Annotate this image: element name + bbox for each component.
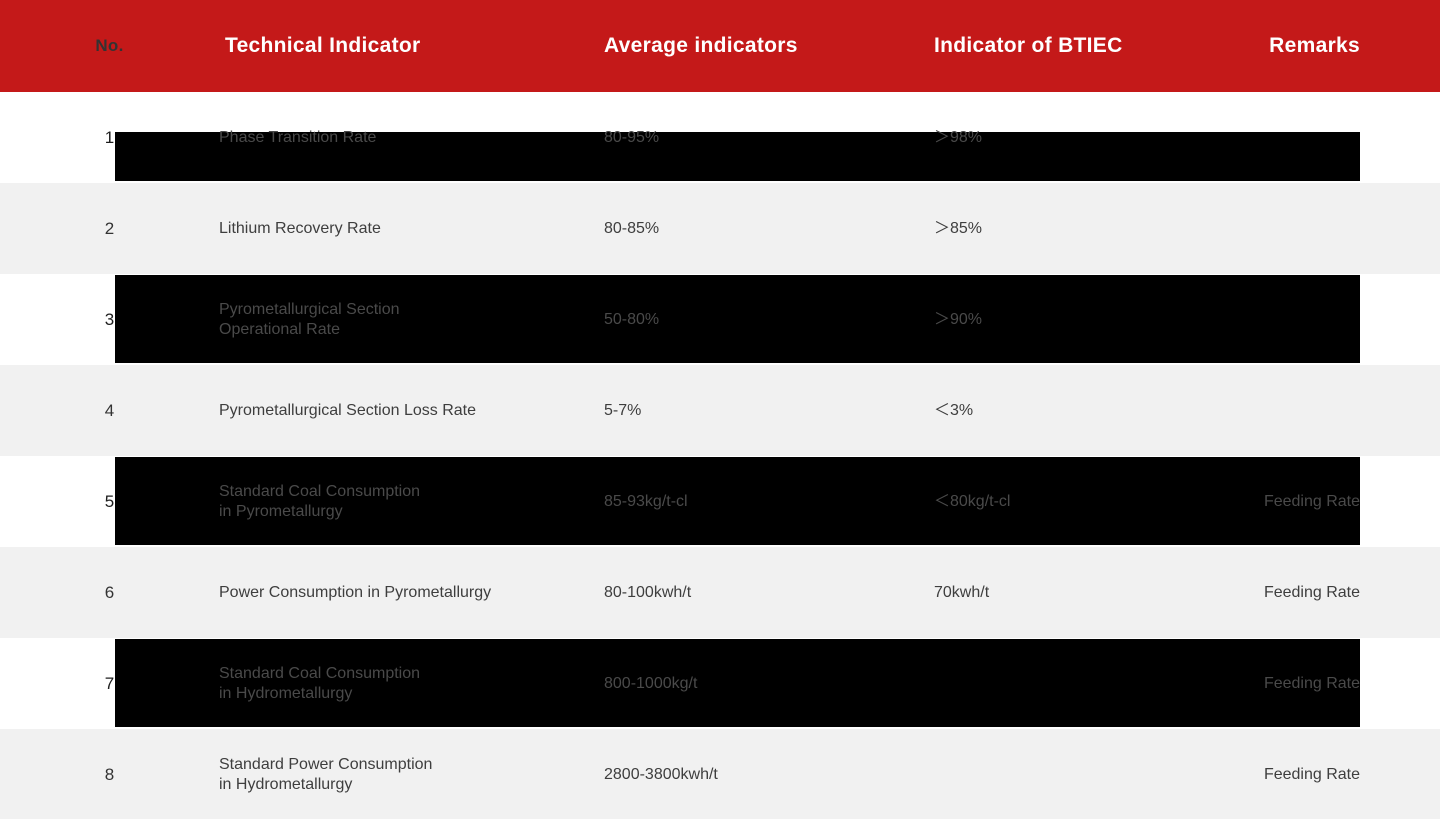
column-header-remarks: Remarks <box>1269 34 1360 57</box>
table-row: 3 Pyrometallurgical Section Operational … <box>0 274 1440 365</box>
row-number-cell: 4 <box>104 400 115 420</box>
technical-indicator-cell: Standard Coal Consumption in Hydrometall… <box>219 664 421 702</box>
technical-indicator-cell: Standard Power Consumption in Hydrometal… <box>219 755 433 793</box>
row-number-cell: 3 <box>104 309 115 329</box>
average-indicator-cell: 2800-3800kwh/t <box>604 765 718 783</box>
row-number-cell: 7 <box>104 673 115 693</box>
btiec-indicator-cell: ＞90% <box>934 310 983 328</box>
table-row: 7 Standard Coal Consumption in Hydrometa… <box>0 638 1440 729</box>
column-header-no: No. <box>95 36 124 55</box>
remarks-cell: Feeding Rate <box>1263 674 1360 692</box>
average-indicator-cell: 5-7% <box>604 401 642 419</box>
technical-indicator-cell: Lithium Recovery Rate <box>219 219 381 237</box>
row-highlight-overlay <box>115 457 1360 545</box>
row-highlight-overlay <box>115 639 1360 727</box>
btiec-indicator-cell: ＞98% <box>934 128 983 146</box>
technical-indicator-cell: Power Consumption in Pyrometallurgy <box>219 583 492 601</box>
btiec-indicator-cell: ＜80kg/t-cl <box>934 492 1011 510</box>
row-number-cell: 2 <box>104 218 115 238</box>
table-row: 8 Standard Power Consumption in Hydromet… <box>0 729 1440 819</box>
row-number-cell: 1 <box>104 127 115 147</box>
average-indicator-cell: 50-80% <box>604 310 660 328</box>
row-highlight-overlay <box>115 275 1360 363</box>
table-body: 1 Phase Transition Rate 80-95% ＞98% 2 Li… <box>0 92 1440 819</box>
table-row: 6 Power Consumption in Pyrometallurgy 80… <box>0 547 1440 638</box>
column-header-technical-indicator: Technical Indicator <box>225 34 421 57</box>
remarks-cell: Feeding Rate <box>1263 492 1360 510</box>
row-highlight-overlay <box>115 132 1360 181</box>
btiec-indicator-cell: ＜3% <box>934 401 974 419</box>
average-indicator-cell: 80-95% <box>604 128 660 146</box>
technical-indicator-cell: Pyrometallurgical Section Operational Ra… <box>219 300 400 338</box>
remarks-cell: Feeding Rate <box>1263 583 1360 601</box>
technical-indicator-cell: Standard Coal Consumption in Pyrometallu… <box>219 482 421 520</box>
btiec-indicator-cell: ＞85% <box>934 219 983 237</box>
row-number-cell: 8 <box>104 764 115 784</box>
table-header-row: No. Technical Indicator Average indicato… <box>0 0 1440 92</box>
row-number-cell: 6 <box>104 582 115 602</box>
table-row: 4 Pyrometallurgical Section Loss Rate 5-… <box>0 365 1440 456</box>
average-indicator-cell: 80-100kwh/t <box>604 583 692 601</box>
average-indicator-cell: 85-93kg/t-cl <box>604 492 688 510</box>
technical-indicator-cell: Phase Transition Rate <box>219 128 377 146</box>
table-row: 2 Lithium Recovery Rate 80-85% ＞85% <box>0 183 1440 274</box>
row-number-cell: 5 <box>104 491 115 511</box>
average-indicator-cell: 80-85% <box>604 219 660 237</box>
technical-indicator-cell: Pyrometallurgical Section Loss Rate <box>219 401 477 419</box>
average-indicator-cell: 800-1000kg/t <box>604 674 698 692</box>
column-header-indicator-of-btiec: Indicator of BTIEC <box>934 34 1123 57</box>
column-header-average-indicators: Average indicators <box>604 34 798 57</box>
table-row: 1 Phase Transition Rate 80-95% ＞98% <box>0 92 1440 183</box>
remarks-cell: Feeding Rate <box>1263 765 1360 783</box>
table-row: 5 Standard Coal Consumption in Pyrometal… <box>0 456 1440 547</box>
btiec-indicator-cell: 70kwh/t <box>934 583 990 601</box>
